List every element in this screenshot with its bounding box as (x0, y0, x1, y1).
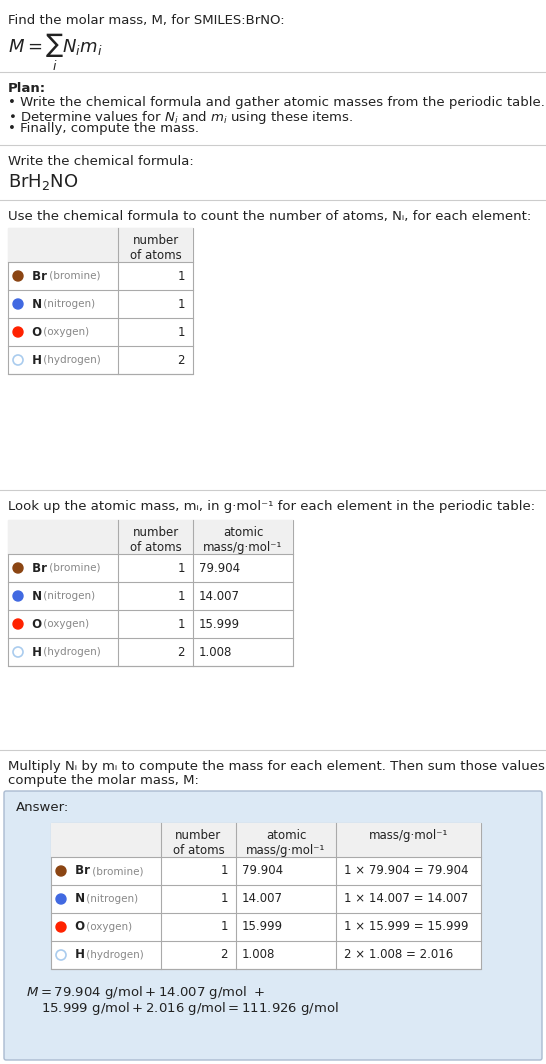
Circle shape (56, 894, 66, 904)
Circle shape (13, 563, 23, 573)
Text: 2: 2 (221, 948, 228, 962)
Text: 15.999: 15.999 (199, 617, 240, 631)
Text: $15.999\ \mathrm{g/mol} + 2.016\ \mathrm{g/mol} = 111.926\ \mathrm{g/mol}$: $15.999\ \mathrm{g/mol} + 2.016\ \mathrm… (41, 1000, 339, 1017)
Text: 2: 2 (177, 353, 185, 366)
Text: O: O (28, 617, 42, 631)
Text: 14.007: 14.007 (199, 589, 240, 602)
Text: Write the chemical formula:: Write the chemical formula: (8, 155, 194, 168)
Text: (hydrogen): (hydrogen) (40, 647, 101, 656)
Circle shape (13, 271, 23, 281)
Text: Plan:: Plan: (8, 82, 46, 95)
Text: (nitrogen): (nitrogen) (40, 591, 95, 601)
Text: O: O (28, 326, 42, 338)
Text: $M = \sum_i N_i m_i$: $M = \sum_i N_i m_i$ (8, 32, 103, 73)
FancyBboxPatch shape (4, 791, 542, 1060)
Text: 1: 1 (177, 326, 185, 338)
Text: compute the molar mass, M:: compute the molar mass, M: (8, 774, 199, 787)
Text: Find the molar mass, M, for SMILES:BrNO:: Find the molar mass, M, for SMILES:BrNO: (8, 14, 284, 27)
Text: 14.007: 14.007 (242, 893, 283, 905)
Text: (oxygen): (oxygen) (40, 619, 89, 629)
Text: Use the chemical formula to count the number of atoms, Nᵢ, for each element:: Use the chemical formula to count the nu… (8, 210, 531, 223)
Text: (oxygen): (oxygen) (83, 922, 132, 932)
Text: H: H (28, 646, 42, 659)
Circle shape (56, 866, 66, 876)
Text: Br: Br (28, 269, 47, 283)
Bar (51, 822, 481, 857)
Text: 1: 1 (221, 893, 228, 905)
Text: • Write the chemical formula and gather atomic masses from the periodic table.: • Write the chemical formula and gather … (8, 96, 545, 109)
Text: N: N (28, 298, 42, 311)
Text: number
of atoms: number of atoms (129, 526, 181, 554)
Text: Br: Br (28, 562, 47, 575)
Text: 79.904: 79.904 (242, 864, 283, 878)
Text: 79.904: 79.904 (199, 562, 240, 575)
Text: (oxygen): (oxygen) (40, 327, 89, 337)
Text: number
of atoms: number of atoms (129, 234, 181, 262)
Bar (8, 228, 193, 375)
Text: (bromine): (bromine) (46, 271, 100, 281)
Circle shape (13, 619, 23, 629)
Text: 1: 1 (221, 920, 228, 933)
Text: 1: 1 (177, 617, 185, 631)
Text: Br: Br (71, 864, 90, 878)
Text: 1.008: 1.008 (242, 948, 275, 962)
Text: (bromine): (bromine) (89, 866, 144, 876)
Bar (8, 520, 293, 554)
Text: (bromine): (bromine) (46, 563, 100, 573)
Text: O: O (71, 920, 85, 933)
Text: (nitrogen): (nitrogen) (83, 894, 138, 904)
Text: H: H (28, 353, 42, 366)
Text: (nitrogen): (nitrogen) (40, 299, 95, 309)
Text: N: N (28, 589, 42, 602)
Bar (51, 822, 481, 969)
Text: N: N (71, 893, 85, 905)
Text: H: H (71, 948, 85, 962)
Text: (hydrogen): (hydrogen) (40, 355, 101, 365)
Circle shape (13, 591, 23, 601)
Text: 1 × 79.904 = 79.904: 1 × 79.904 = 79.904 (344, 864, 468, 878)
Text: 2 × 1.008 = 2.016: 2 × 1.008 = 2.016 (344, 948, 453, 962)
Text: mass/g·mol⁻¹: mass/g·mol⁻¹ (369, 829, 448, 842)
Text: Answer:: Answer: (16, 801, 69, 814)
Text: (hydrogen): (hydrogen) (83, 950, 144, 960)
Text: Look up the atomic mass, mᵢ, in g·mol⁻¹ for each element in the periodic table:: Look up the atomic mass, mᵢ, in g·mol⁻¹ … (8, 500, 535, 513)
Text: • Finally, compute the mass.: • Finally, compute the mass. (8, 122, 199, 135)
Text: $\mathrm{BrH_2NO}$: $\mathrm{BrH_2NO}$ (8, 172, 79, 192)
Text: 1: 1 (177, 589, 185, 602)
Text: number
of atoms: number of atoms (173, 829, 224, 857)
Text: 1: 1 (221, 864, 228, 878)
Text: 1: 1 (177, 562, 185, 575)
Circle shape (13, 299, 23, 309)
Text: atomic
mass/g·mol⁻¹: atomic mass/g·mol⁻¹ (203, 526, 283, 554)
Text: $M = 79.904\ \mathrm{g/mol} + 14.007\ \mathrm{g/mol}\ +$: $M = 79.904\ \mathrm{g/mol} + 14.007\ \m… (26, 984, 265, 1001)
Text: atomic
mass/g·mol⁻¹: atomic mass/g·mol⁻¹ (246, 829, 325, 857)
Text: 1: 1 (177, 269, 185, 283)
Circle shape (56, 922, 66, 932)
Text: • Determine values for $N_i$ and $m_i$ using these items.: • Determine values for $N_i$ and $m_i$ u… (8, 109, 353, 126)
Text: 2: 2 (177, 646, 185, 659)
Text: 1.008: 1.008 (199, 646, 233, 659)
Text: Multiply Nᵢ by mᵢ to compute the mass for each element. Then sum those values to: Multiply Nᵢ by mᵢ to compute the mass fo… (8, 760, 546, 774)
Bar (8, 228, 193, 262)
Text: 1: 1 (177, 298, 185, 311)
Text: 15.999: 15.999 (242, 920, 283, 933)
Circle shape (13, 327, 23, 337)
Text: 1 × 14.007 = 14.007: 1 × 14.007 = 14.007 (344, 893, 468, 905)
Text: 1 × 15.999 = 15.999: 1 × 15.999 = 15.999 (344, 920, 468, 933)
Bar (8, 520, 293, 666)
